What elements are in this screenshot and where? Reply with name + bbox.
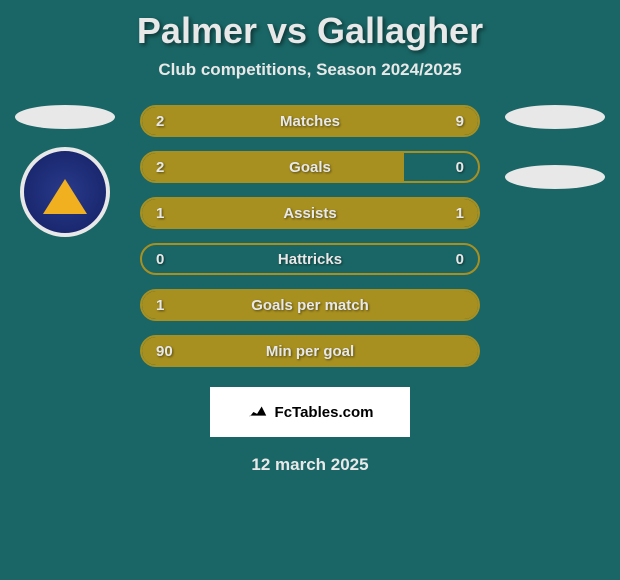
right-side-column	[500, 105, 610, 189]
stat-value-right: 9	[440, 113, 464, 130]
stats-bars-column: 2Matches92Goals01Assists10Hattricks01Goa…	[140, 105, 480, 367]
stat-label: Matches	[180, 113, 440, 130]
card-subtitle: Club competitions, Season 2024/2025	[158, 60, 461, 80]
footer-date: 12 march 2025	[251, 455, 368, 475]
stat-bar: 90Min per goal	[140, 335, 480, 367]
stat-value-left: 2	[156, 113, 180, 130]
bar-content: 2Goals0	[142, 153, 478, 181]
stat-value-left: 1	[156, 297, 180, 314]
stat-value-left: 0	[156, 251, 180, 268]
stat-label: Goals per match	[180, 297, 440, 314]
stat-label: Goals	[180, 159, 440, 176]
stat-value-right: 0	[440, 251, 464, 268]
player-placeholder-right-1	[505, 105, 605, 129]
stat-bar: 2Matches9	[140, 105, 480, 137]
source-badge: FcTables.com	[210, 387, 410, 437]
stat-bar: 0Hattricks0	[140, 243, 480, 275]
stat-label: Hattricks	[180, 251, 440, 268]
stat-value-left: 2	[156, 159, 180, 176]
stat-value-right: 1	[440, 205, 464, 222]
stat-label: Assists	[180, 205, 440, 222]
comparison-card: Palmer vs Gallagher Club competitions, S…	[0, 0, 620, 485]
stat-label: Min per goal	[180, 343, 440, 360]
bar-content: 1Assists1	[142, 199, 478, 227]
bar-content: 0Hattricks0	[142, 245, 478, 273]
stat-value-left: 1	[156, 205, 180, 222]
bar-content: 90Min per goal	[142, 337, 478, 365]
content-row: 2Matches92Goals01Assists10Hattricks01Goa…	[0, 105, 620, 367]
stat-bar: 1Assists1	[140, 197, 480, 229]
chart-icon	[247, 401, 269, 423]
stat-bar: 2Goals0	[140, 151, 480, 183]
card-title: Palmer vs Gallagher	[137, 10, 483, 52]
club-crest-left	[20, 147, 110, 237]
bar-content: 2Matches9	[142, 107, 478, 135]
player-placeholder-left	[15, 105, 115, 129]
stat-bar: 1Goals per match	[140, 289, 480, 321]
stat-value-right: 0	[440, 159, 464, 176]
stat-value-left: 90	[156, 343, 180, 360]
player-placeholder-right-2	[505, 165, 605, 189]
left-side-column	[10, 105, 120, 237]
source-text: FcTables.com	[275, 404, 374, 421]
bar-content: 1Goals per match	[142, 291, 478, 319]
